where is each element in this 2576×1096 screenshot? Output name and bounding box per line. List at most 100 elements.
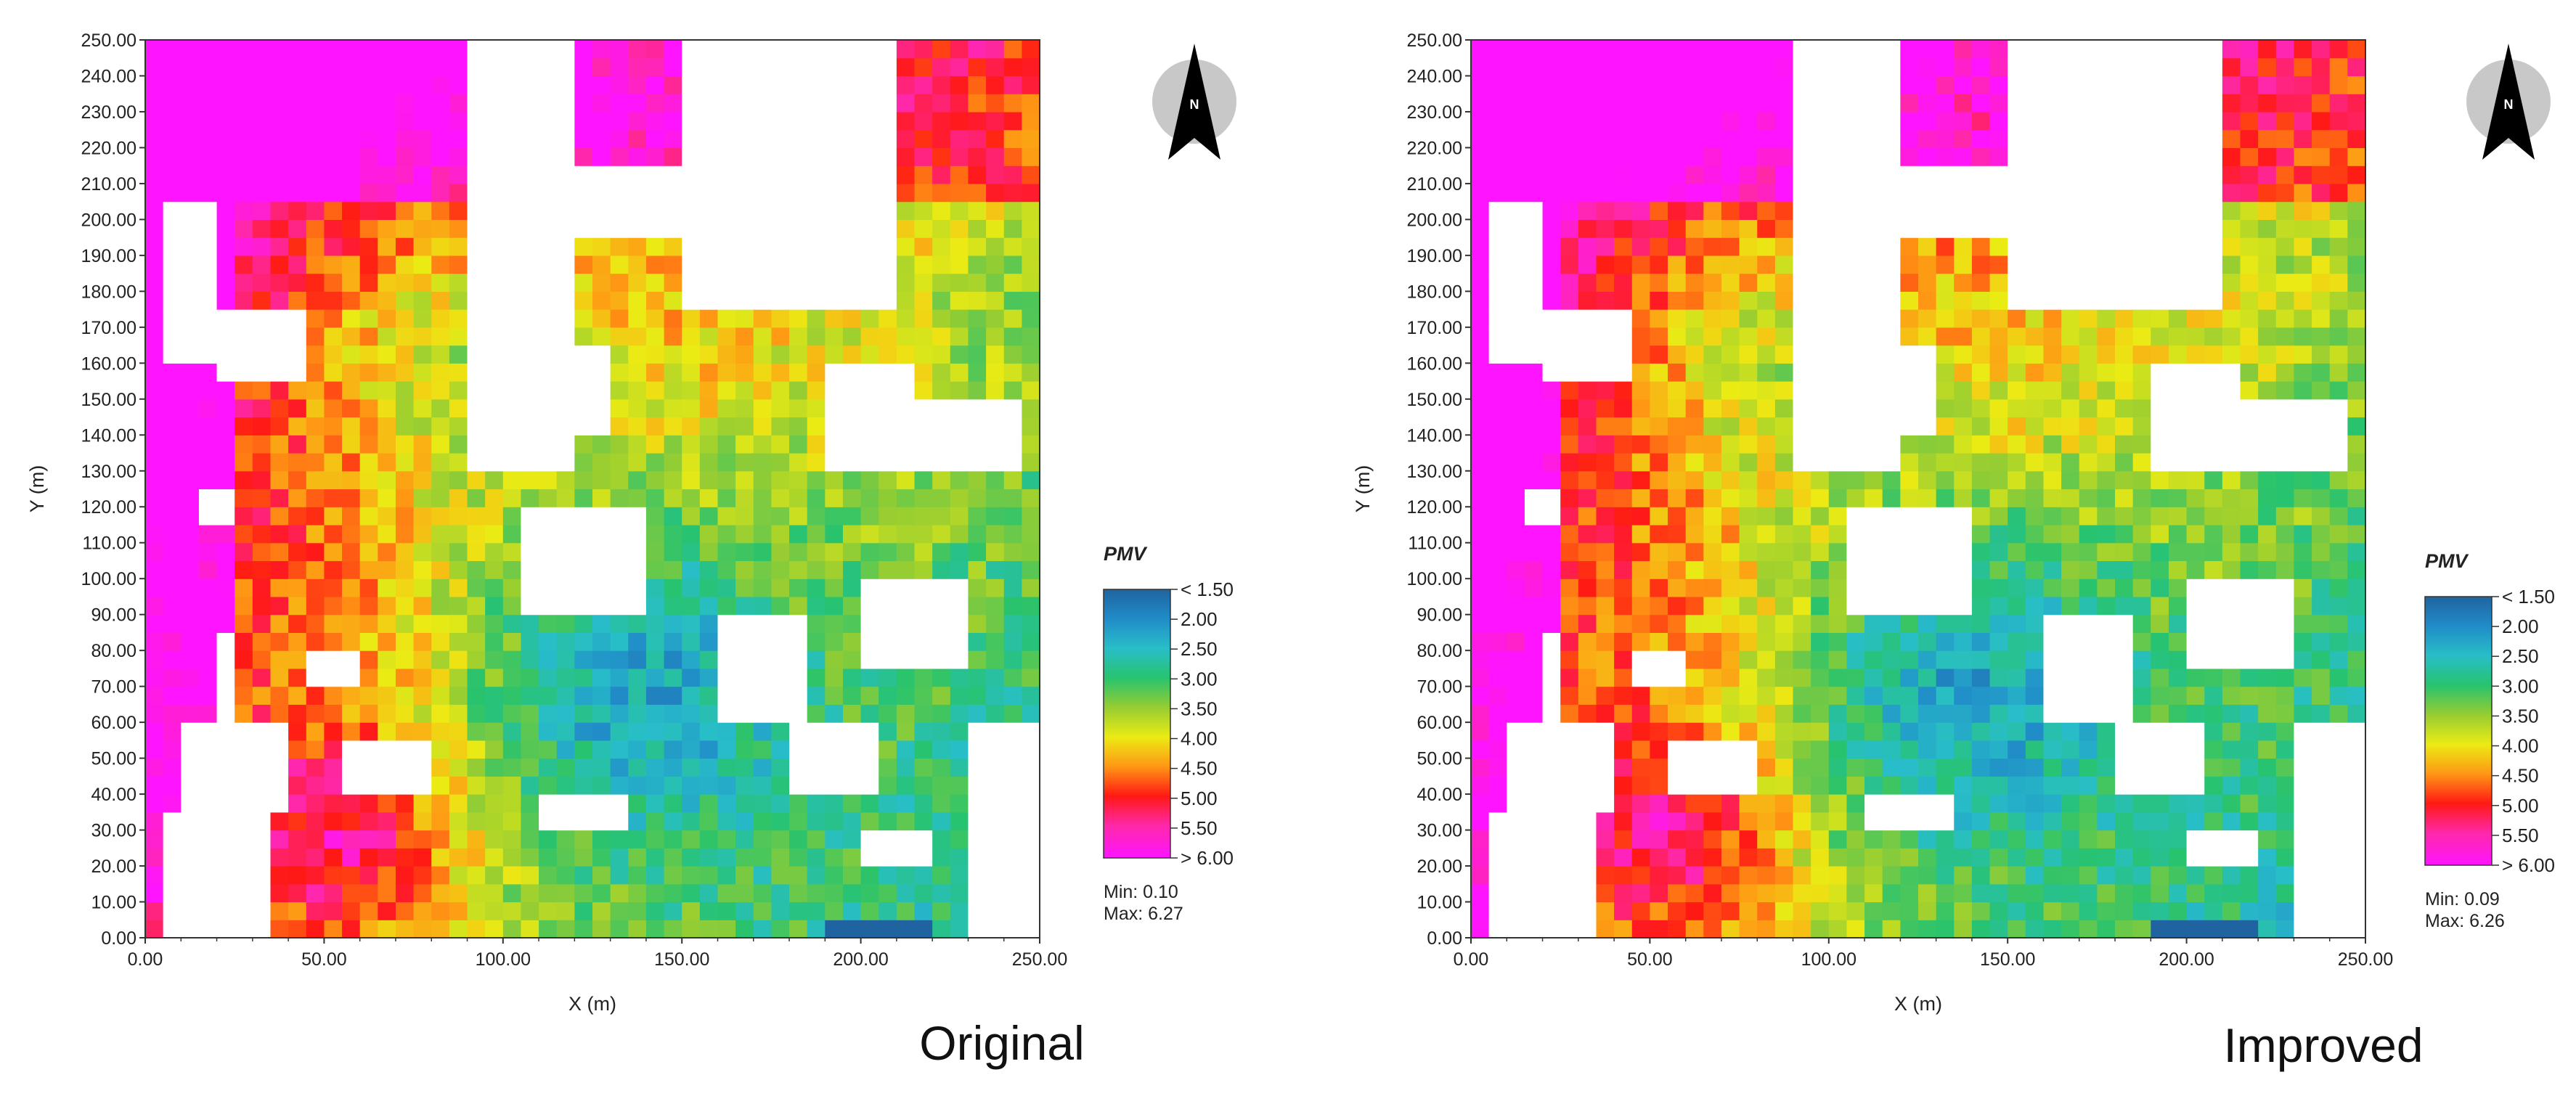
heatmap-cell: [502, 255, 522, 274]
heatmap-cell: [574, 291, 593, 310]
heatmap-cell: [1471, 920, 1490, 938]
heatmap-cell: [717, 686, 736, 705]
heatmap-cell: [592, 901, 611, 920]
heatmap-cell: [645, 524, 665, 544]
heatmap-cell: [2025, 273, 2045, 292]
heatmap-cell: [664, 111, 682, 131]
heatmap-cell: [1703, 650, 1722, 669]
heatmap-cell: [235, 111, 253, 131]
heatmap-cell: [2258, 686, 2277, 705]
heatmap-cell: [539, 866, 558, 885]
heatmap-cell: [342, 183, 361, 203]
heatmap-cell: [1703, 147, 1722, 166]
heatmap-cell: [610, 94, 629, 113]
heatmap-cell: [986, 704, 1005, 723]
heatmap-cell: [342, 40, 361, 59]
heatmap-cell: [413, 507, 432, 525]
heatmap-cell: [2151, 470, 2169, 490]
heatmap-cell: [2079, 291, 2098, 310]
heatmap-cell: [2186, 417, 2205, 435]
heatmap-cell: [986, 165, 1005, 184]
heatmap-cell: [2008, 632, 2026, 651]
heatmap-cell: [2186, 758, 2205, 777]
heatmap-cell: [645, 578, 665, 597]
heatmap-cell: [288, 327, 307, 346]
heatmap-cell: [235, 255, 253, 274]
heatmap-cell: [2275, 363, 2295, 382]
heatmap-cell: [753, 75, 772, 94]
heatmap-cell: [1989, 470, 2008, 490]
heatmap-cell: [1471, 111, 1490, 131]
heatmap-cell: [306, 381, 325, 400]
heatmap-cell: [1596, 704, 1615, 723]
heatmap-cell: [628, 524, 647, 544]
heatmap-cell: [807, 578, 826, 597]
heatmap-cell: [395, 40, 415, 59]
heatmap-cell: [270, 111, 289, 131]
heatmap-cell: [2043, 848, 2062, 867]
heatmap-cell: [574, 920, 593, 938]
heatmap-cell: [2025, 40, 2045, 59]
heatmap-cell: [1022, 830, 1040, 848]
heatmap-cell: [252, 453, 272, 472]
heatmap-cell: [2204, 560, 2223, 579]
heatmap-cell: [1811, 309, 1830, 328]
heatmap-cell: [699, 237, 719, 256]
heatmap-cell: [1793, 686, 1811, 705]
heatmap-cell: [198, 740, 218, 759]
heatmap-cell: [860, 901, 879, 920]
heatmap-cell: [771, 830, 790, 848]
heatmap-cell: [2132, 453, 2151, 472]
heatmap-cell: [2079, 866, 2098, 885]
heatmap-cell: [717, 668, 736, 687]
heatmap-cell: [2222, 147, 2241, 166]
heatmap-cell: [2097, 758, 2116, 777]
heatmap-cell: [2132, 381, 2151, 400]
heatmap-cell: [342, 147, 361, 166]
heatmap-cell: [342, 740, 361, 759]
heatmap-cell: [610, 147, 629, 166]
heatmap-cell: [2258, 901, 2277, 920]
heatmap-cell: [1560, 111, 1579, 131]
heatmap-cell: [789, 57, 808, 77]
heatmap-cell: [2132, 650, 2151, 669]
heatmap-cell: [1774, 596, 1794, 616]
heatmap-cell: [1757, 830, 1776, 848]
heatmap-cell: [1918, 524, 1937, 544]
heatmap-cell: [1668, 524, 1687, 544]
heatmap-cell: [2168, 327, 2188, 346]
heatmap-cell: [717, 722, 736, 741]
heatmap-cell: [1685, 345, 1704, 364]
heatmap-cell: [288, 255, 307, 274]
heatmap-cell: [2061, 740, 2080, 759]
heatmap-cell: [485, 398, 504, 418]
heatmap-cell: [163, 650, 182, 669]
heatmap-cell: [2186, 614, 2205, 634]
heatmap-cell: [986, 524, 1005, 544]
heatmap-cell: [252, 327, 272, 346]
heatmap-cell: [628, 704, 647, 723]
heatmap-cell: [1882, 596, 1901, 616]
heatmap-cell: [1936, 614, 1955, 634]
heatmap-cell: [807, 219, 826, 238]
heatmap-cell: [521, 75, 539, 94]
heatmap-cell: [378, 632, 396, 651]
heatmap-cell: [1936, 237, 1955, 256]
heatmap-cell: [1003, 40, 1022, 59]
heatmap-cell: [2097, 291, 2116, 310]
heatmap-cell: [2222, 901, 2241, 920]
heatmap-cell: [2115, 794, 2134, 813]
heatmap-cell: [1918, 470, 1937, 490]
heatmap-cell: [359, 704, 378, 723]
heatmap-cell: [2043, 363, 2062, 382]
heatmap-cell: [825, 129, 844, 149]
heatmap-cell: [1971, 614, 1991, 634]
heatmap-cell: [502, 237, 522, 256]
heatmap-cell: [198, 363, 218, 382]
heatmap-cell: [2151, 237, 2169, 256]
heatmap-cell: [1739, 219, 1758, 238]
heatmap-cell: [556, 524, 575, 544]
heatmap-cell: [717, 901, 736, 920]
heatmap-cell: [145, 309, 164, 328]
heatmap-cell: [2186, 94, 2205, 113]
